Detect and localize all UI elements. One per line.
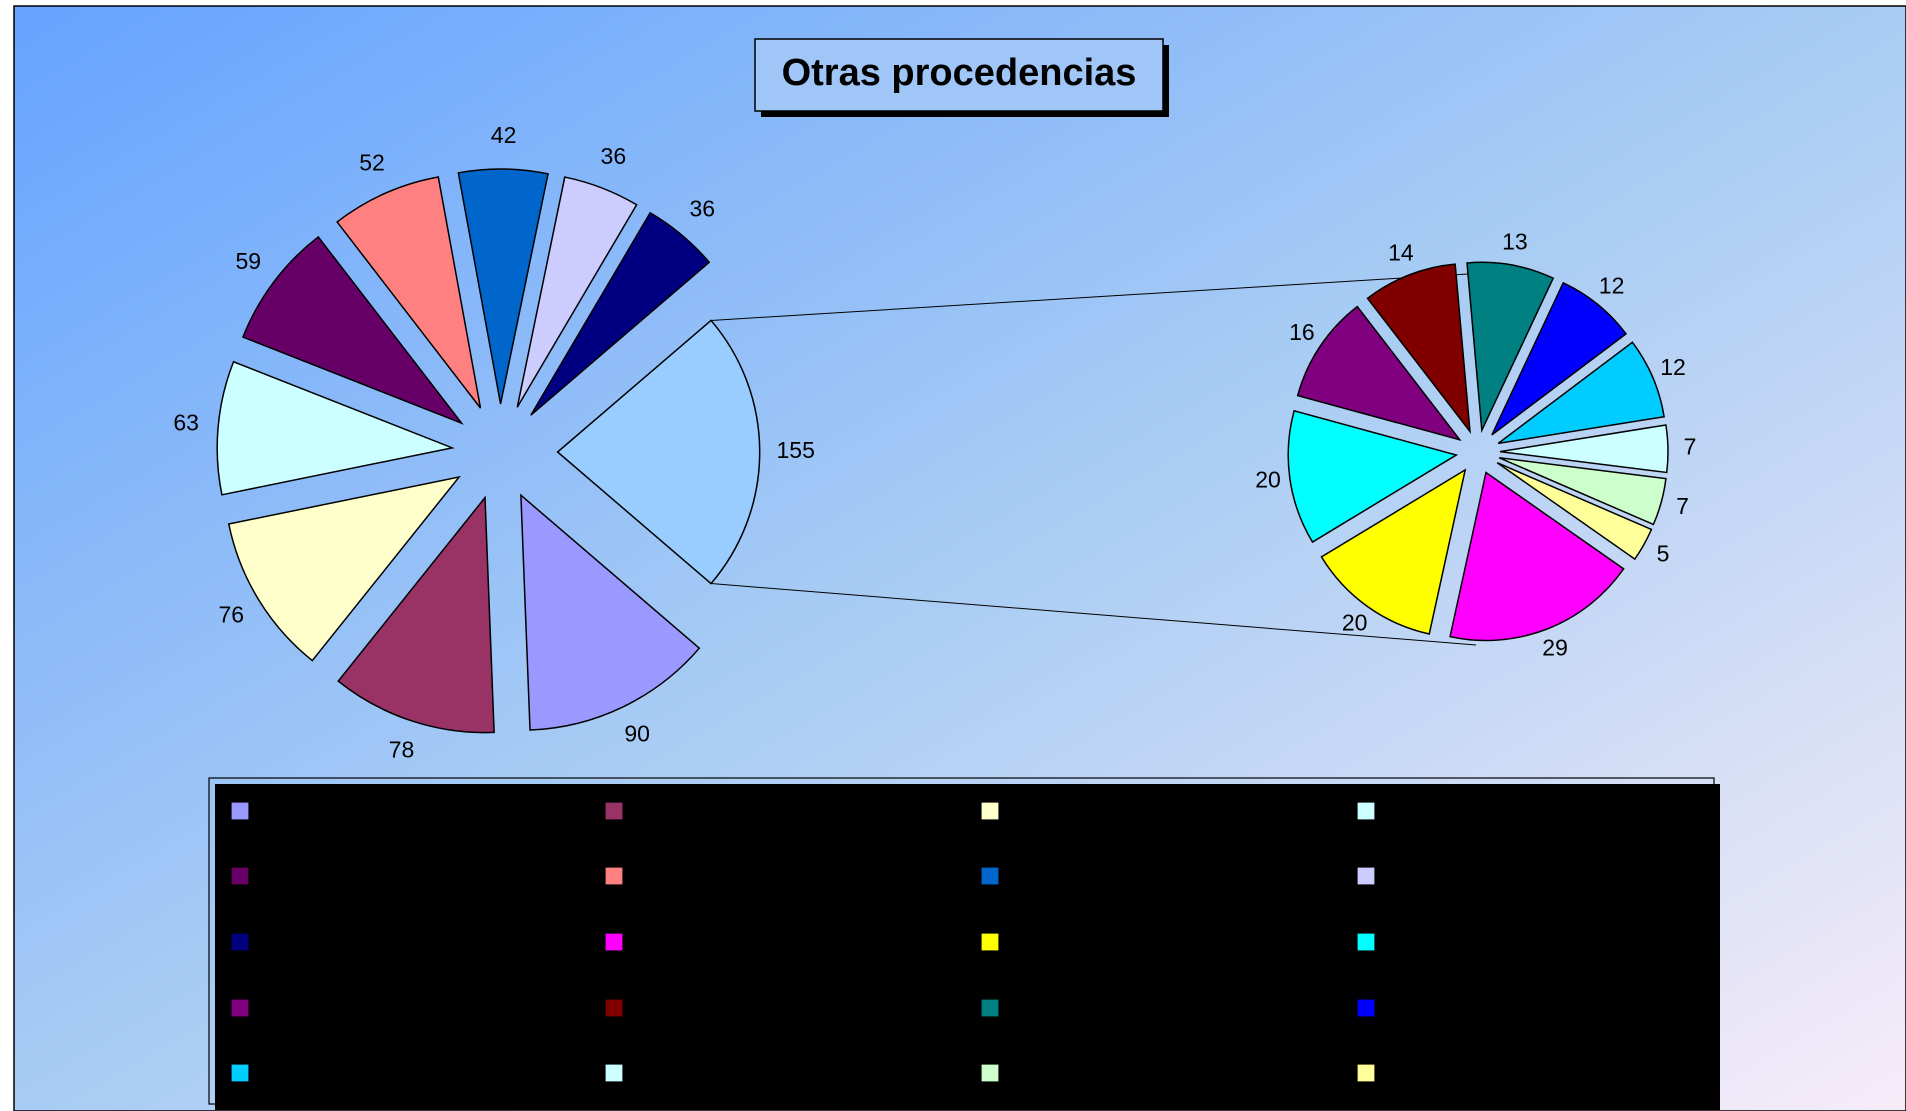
pie-slice (1491, 281, 1628, 436)
data-label: 12 (1660, 354, 1686, 380)
data-label: 59 (235, 248, 261, 274)
legend-label: Israel (1382, 860, 1453, 892)
legend-swatch (1356, 932, 1376, 952)
legend-shadow (215, 784, 1720, 1110)
pie-slice (1366, 263, 1471, 435)
pie-slice (1498, 457, 1667, 526)
legend-label: Venezuela (256, 992, 392, 1024)
legend-label: Francia (1382, 795, 1480, 827)
legend-swatch (1356, 998, 1376, 1018)
data-label: 20 (1342, 609, 1368, 635)
legend-swatch (980, 932, 1000, 952)
data-label: 14 (1388, 240, 1414, 266)
legend-label: Irlanda (1006, 1057, 1096, 1089)
pie-slice (241, 235, 464, 425)
legend-swatch (1356, 866, 1376, 886)
legend-swatch (230, 866, 250, 886)
legend-label: El resto (630, 926, 728, 958)
chart-title: Otras procedencias (782, 52, 1137, 94)
legend-label: Países Bajos (630, 860, 799, 892)
pie-slice (1499, 424, 1669, 474)
legend-label: Panamá (1382, 992, 1491, 1024)
legend-swatch (230, 932, 250, 952)
pie-slice (337, 495, 495, 734)
data-label: 13 (1502, 228, 1528, 254)
legend-swatch (980, 998, 1000, 1018)
legend-label: Suecia (1006, 795, 1096, 827)
pie-slice (520, 493, 701, 731)
connector-line (710, 273, 1469, 321)
data-label: 36 (689, 196, 715, 222)
legend-swatch (604, 801, 624, 821)
legend-swatch (230, 1063, 250, 1083)
pie-slice (556, 319, 761, 585)
legend-label: Puerto Rico (1006, 992, 1158, 1024)
pie-slice (227, 475, 461, 662)
data-label: 7 (1676, 493, 1689, 519)
pie-slice (1466, 261, 1555, 434)
legend-label: Australia (256, 795, 370, 827)
pie-slice (216, 360, 455, 496)
legend-swatch (604, 1063, 624, 1083)
legend-label: Reino Unido (630, 1057, 790, 1089)
legend-label: Italia (256, 926, 318, 958)
data-label: 16 (1289, 319, 1315, 345)
legend-swatch (230, 801, 250, 821)
pie-slice (1287, 409, 1459, 544)
legend-box (208, 777, 1715, 1105)
data-label: 78 (389, 736, 415, 762)
data-label: 20 (1255, 466, 1281, 492)
pie-slice (1320, 468, 1467, 635)
legend-swatch (1356, 801, 1376, 821)
legend-swatch (980, 801, 1000, 821)
legend-swatch (604, 932, 624, 952)
pie-slice (530, 211, 711, 416)
pie-slice (1497, 341, 1665, 445)
pie-slice (1496, 462, 1653, 561)
data-label: 7 (1684, 433, 1697, 459)
legend-label: Ecuador (1382, 1057, 1490, 1089)
data-label: 90 (624, 721, 650, 747)
legend-label: Canadá (630, 992, 732, 1024)
legend-label: Uruguay (630, 795, 740, 827)
legend-swatch (604, 998, 624, 1018)
pie-slice (516, 176, 638, 408)
data-label: 52 (359, 149, 385, 175)
data-label: 42 (491, 122, 517, 148)
pie-slice (336, 176, 482, 409)
legend-label: Perú (256, 860, 317, 892)
legend-swatch (230, 998, 250, 1018)
pie-slice (1449, 471, 1625, 642)
legend-label: Colombia (1006, 860, 1129, 892)
data-label: 29 (1542, 635, 1568, 661)
data-label: 36 (601, 143, 627, 169)
pie-slice (1296, 305, 1462, 442)
legend-swatch (980, 866, 1000, 886)
legend-swatch (604, 866, 624, 886)
legend-swatch (980, 1063, 1000, 1083)
legend-label: Japón (1006, 926, 1085, 958)
pie-slice (457, 168, 549, 405)
data-label: 76 (218, 601, 244, 627)
data-label: 5 (1657, 540, 1670, 566)
connector-line (710, 583, 1477, 646)
data-label: 155 (777, 437, 815, 463)
legend-label: Alemania (1382, 926, 1504, 958)
legend-label: República Dominicana (256, 1057, 547, 1089)
data-label: 63 (173, 410, 199, 436)
data-label: 12 (1599, 272, 1625, 298)
legend-swatch (1356, 1063, 1376, 1083)
title-box (754, 38, 1164, 112)
